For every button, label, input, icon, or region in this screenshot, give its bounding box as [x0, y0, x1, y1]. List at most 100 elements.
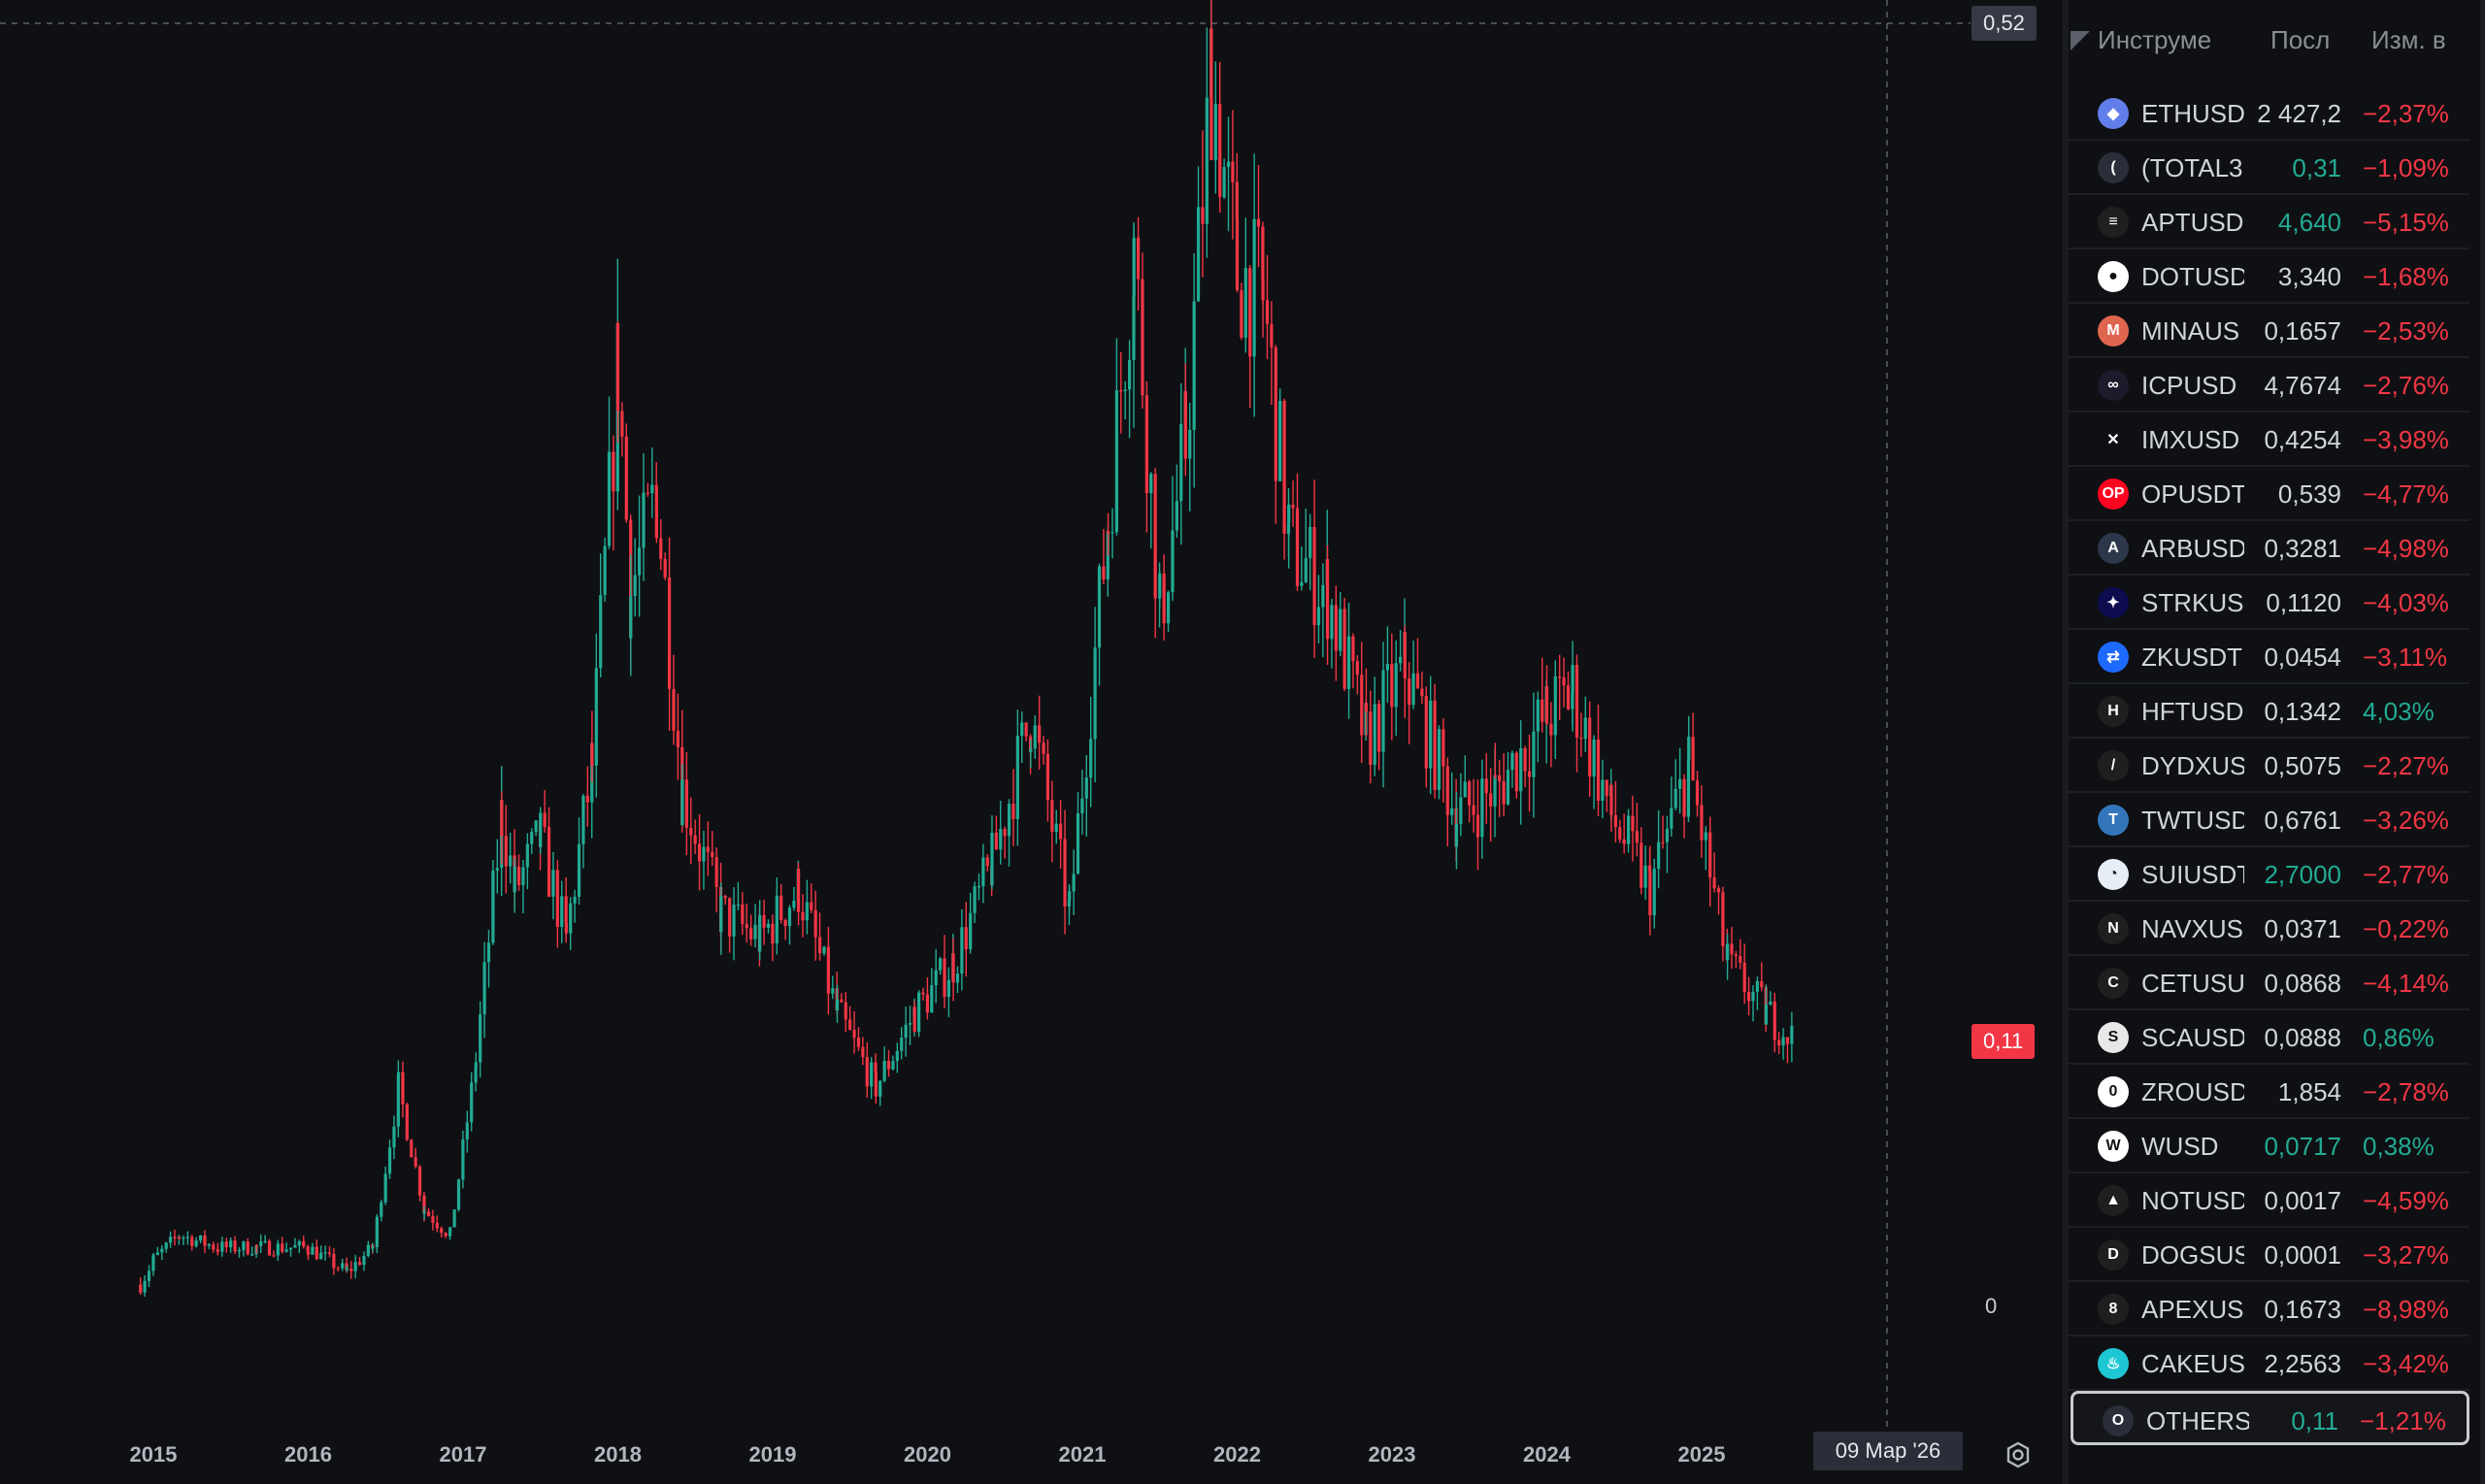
candle-body — [900, 1038, 904, 1051]
watchlist-row-others[interactable]: O OTHERS 0,11 −1,21% — [2071, 1391, 2469, 1445]
header-last[interactable]: Посл — [2270, 25, 2331, 54]
watchlist-row-strkus[interactable]: ✦ STRKUS 0,1120 −4,03% — [2069, 576, 2469, 630]
last-price: 0,0371 — [2264, 914, 2341, 943]
candle — [1183, 363, 1187, 477]
watchlist-row-minaus[interactable]: M MINAUS 0,1657 −2,53% — [2069, 304, 2469, 358]
symbol-logo-icon: OP — [2098, 478, 2129, 510]
candle-body — [1583, 717, 1587, 740]
watchlist-row-dotusd[interactable]: ● DOTUSD 3,340 −1,68% — [2069, 249, 2469, 304]
candle-body — [946, 979, 951, 998]
watchlist-row-zrousd[interactable]: 0 ZROUSD 1,854 −2,78% — [2069, 1065, 2469, 1119]
candle-body — [1716, 888, 1721, 893]
watchlist-row-cakeus[interactable]: ♨ CAKEUS 2,2563 −3,42% — [2069, 1336, 2469, 1391]
candle — [353, 1255, 357, 1279]
watchlist-row-wusd[interactable]: W WUSD 0,0717 0,38% — [2069, 1119, 2469, 1173]
candle-body — [259, 1241, 263, 1246]
candle-body — [1588, 717, 1592, 777]
candle — [706, 821, 710, 876]
candle-body — [272, 1255, 276, 1257]
candle-body — [1527, 771, 1532, 777]
watchlist-row-arbusd[interactable]: A ARBUSD 0,3281 −4,98% — [2069, 521, 2469, 576]
candle-body — [306, 1251, 311, 1255]
watchlist-row-suiusdt[interactable]: ◔ SUIUSDT 2,7000 −2,77% — [2069, 847, 2469, 902]
candle-body — [284, 1249, 288, 1252]
candle — [207, 1242, 211, 1249]
watchlist-row-dogsus[interactable]: D DOGSUS 0,0001 −3,27% — [2069, 1228, 2469, 1282]
watchlist-scrollbar[interactable] — [2480, 0, 2485, 1484]
candle-body — [813, 909, 817, 938]
candle — [1613, 780, 1617, 842]
change-percent: −5,15% — [2363, 208, 2449, 237]
candle — [1609, 783, 1613, 832]
candle — [749, 914, 753, 946]
candle — [456, 1178, 461, 1212]
candle-body — [190, 1237, 194, 1247]
header-change[interactable]: Изм. в — [2371, 25, 2446, 54]
candle-body — [629, 596, 633, 639]
candle — [1523, 745, 1527, 787]
candle-body — [319, 1252, 323, 1260]
candle — [1119, 351, 1123, 434]
candle-body — [732, 905, 736, 937]
watchlist-row-cetusu[interactable]: C CETUSU 0,0868 −4,14% — [2069, 956, 2469, 1010]
watchlist-panel[interactable]: Инструме Посл Изм. в ◆ ETHUSD 2 427,2 −2,37… — [2069, 0, 2485, 1484]
candle — [1622, 813, 1626, 854]
watchlist-row-total3[interactable]: ((TOTAL3 0,31 −1,09% — [2069, 141, 2469, 195]
watchlist-row-hftusd[interactable]: H HFTUSD 0,1342 4,03% — [2069, 684, 2469, 739]
candle — [1003, 826, 1007, 859]
candle — [237, 1246, 242, 1258]
candle-body — [422, 1195, 426, 1214]
candle — [1730, 926, 1734, 970]
candle — [1579, 712, 1583, 757]
candle — [633, 538, 637, 617]
watchlist-row-twtusd[interactable]: T TWTUSD 0,6761 −3,26% — [2069, 793, 2469, 847]
candle — [1020, 710, 1024, 764]
candle-body — [1390, 663, 1394, 708]
candle — [1454, 791, 1459, 870]
price-chart[interactable]: 0,52 0,11 0 2015 2016 2017 2018 2019 2020 2021… — [0, 0, 2063, 1484]
candle — [1166, 590, 1171, 632]
symbol-logo-icon: D — [2098, 1239, 2129, 1270]
candle-body — [805, 902, 809, 921]
candle — [284, 1242, 288, 1253]
candle — [1231, 110, 1235, 240]
watchlist-row-apexus[interactable]: 8 APEXUS 0,1673 −8,98% — [2069, 1282, 2469, 1336]
header-symbol[interactable]: Инструме — [2098, 25, 2212, 54]
panel-divider[interactable] — [2063, 0, 2069, 1484]
candle-body — [1510, 752, 1514, 771]
candle — [762, 899, 766, 945]
watchlist-row-notusd[interactable]: ▲ NOTUSD 0,0017 −4,59% — [2069, 1173, 2469, 1228]
watchlist-row-opusdt[interactable]: OP OPUSDT 0,539 −4,77% — [2069, 467, 2469, 521]
candle-body — [826, 946, 830, 994]
candle — [182, 1235, 185, 1245]
watchlist-row-icpusd[interactable]: ∞ ICPUSD 4,7674 −2,76% — [2069, 358, 2469, 412]
candle — [663, 552, 667, 580]
candle — [1235, 191, 1240, 293]
watchlist-row-dydxus[interactable]: / DYDXUS 0,5075 −2,27% — [2069, 739, 2469, 793]
candle — [426, 1208, 431, 1217]
candle — [1360, 642, 1364, 764]
settings-gear-button[interactable] — [2002, 1438, 2035, 1471]
candlestick-chart[interactable] — [0, 0, 2063, 1484]
watchlist-row-navxus[interactable]: N NAVXUS 0,0371 −0,22% — [2069, 902, 2469, 956]
candle-body — [783, 919, 787, 927]
candle — [865, 1041, 869, 1098]
change-percent: −4,59% — [2363, 1186, 2449, 1215]
candle — [1015, 709, 1019, 846]
candle — [870, 1057, 874, 1100]
watchlist-row-imxusd[interactable]: ✕ IMXUSD 0,4254 −3,98% — [2069, 412, 2469, 467]
candle — [1068, 886, 1072, 914]
candle — [1029, 739, 1033, 768]
candle — [1661, 815, 1665, 849]
watchlist-row-aptusd[interactable]: ≡ APTUSD 4,640 −5,15% — [2069, 195, 2469, 249]
candle — [1450, 772, 1454, 825]
candle-body — [723, 896, 727, 899]
watchlist-row-zkusdt[interactable]: ⇄ ZKUSDT 0,0454 −3,11% — [2069, 630, 2469, 684]
candle — [1484, 753, 1488, 824]
candle-body — [706, 846, 710, 852]
candle — [1790, 1011, 1794, 1063]
candle — [1527, 734, 1532, 812]
candle-body — [237, 1250, 242, 1252]
watchlist-row-ethusd[interactable]: ◆ ETHUSD 2 427,2 −2,37% — [2069, 86, 2469, 141]
watchlist-row-scausd[interactable]: S SCAUSD 0,0888 0,86% — [2069, 1010, 2469, 1065]
